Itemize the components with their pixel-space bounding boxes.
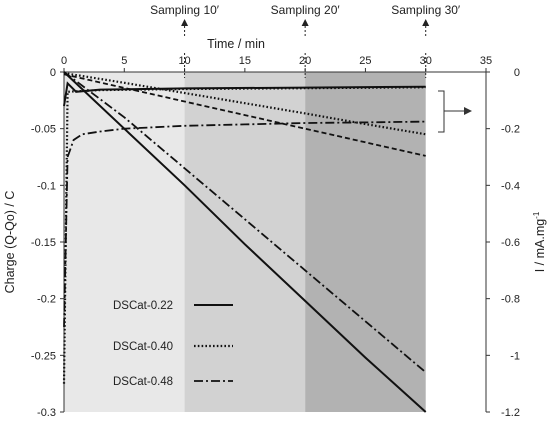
left-y-axis-ticks: 0 -0.05 -0.1 -0.15 -0.2 -0.25 -0.3 xyxy=(31,67,64,419)
legend: DSCat-0.22 DSCat-0.40 DSCat-0.48 xyxy=(113,300,233,388)
x-tick-label: 5 xyxy=(121,55,127,67)
right-y-axis-ticks: 0 -0.2 -0.4 -0.6 -0.8 -1 -1.2 xyxy=(486,67,520,419)
left-y-tick-label: -0.1 xyxy=(37,180,56,192)
x-axis-label: Time / min xyxy=(207,37,265,51)
series-dashed-line-1 xyxy=(63,73,426,157)
sampling-arrowhead xyxy=(181,19,189,26)
x-tick-label: 0 xyxy=(61,55,67,67)
right-y-tick-label: -0.2 xyxy=(501,124,520,136)
left-y-tick-label: 0 xyxy=(50,67,56,79)
legend-label: DSCat-0.40 xyxy=(113,341,173,353)
left-y-tick-label: -0.15 xyxy=(31,237,56,249)
left-y-axis-label: Charge (Q-Qo) / C xyxy=(3,191,17,294)
x-tick-label: 15 xyxy=(239,55,251,67)
sampling-label: Sampling 30′ xyxy=(391,3,461,17)
series-dscat-0-40-charge-line xyxy=(63,72,426,136)
right-y-tick-label: -0.4 xyxy=(501,180,520,192)
right-axis-bracket xyxy=(438,90,445,133)
sampling-arrowhead xyxy=(301,19,309,26)
right-y-tick-label: -0.6 xyxy=(501,237,520,249)
legend-label: DSCat-0.22 xyxy=(113,300,173,312)
sampling-arrowhead xyxy=(422,19,430,26)
x-axis-ticks: 0 5 10 15 20 25 30 35 xyxy=(61,55,492,72)
sampling-label: Sampling 10′ xyxy=(150,3,220,17)
left-y-tick-label: -0.3 xyxy=(37,407,56,419)
left-y-tick-label: -0.25 xyxy=(31,350,56,362)
sampling-label: Sampling 20′ xyxy=(271,3,341,17)
legend-label: DSCat-0.48 xyxy=(113,376,173,388)
right-y-axis-label: I / mA.mg-1 xyxy=(532,211,547,272)
series-dscat-0-48-current-line xyxy=(63,120,426,328)
x-tick-label: 25 xyxy=(359,55,371,67)
left-y-tick-label: -0.2 xyxy=(37,294,56,306)
right-y-tick-label: -1.2 xyxy=(501,407,520,419)
right-y-tick-label: 0 xyxy=(514,67,520,79)
x-tick-label: 35 xyxy=(480,55,492,67)
series-lines xyxy=(62,71,427,413)
shaded-region-1 xyxy=(64,72,185,412)
right-y-tick-label: -0.8 xyxy=(501,294,520,306)
right-y-tick-label: -1 xyxy=(510,350,520,362)
sampling-marks: Sampling 10′ Sampling 20′ Sampling 30′ xyxy=(150,3,461,78)
right-axis-arrowhead xyxy=(464,107,472,115)
series-dscat-0-48-charge-line xyxy=(63,71,427,373)
series-dscat-0-40-current-line xyxy=(62,86,426,384)
left-y-tick-label: -0.05 xyxy=(31,124,56,136)
shaded-region-2 xyxy=(184,72,306,412)
